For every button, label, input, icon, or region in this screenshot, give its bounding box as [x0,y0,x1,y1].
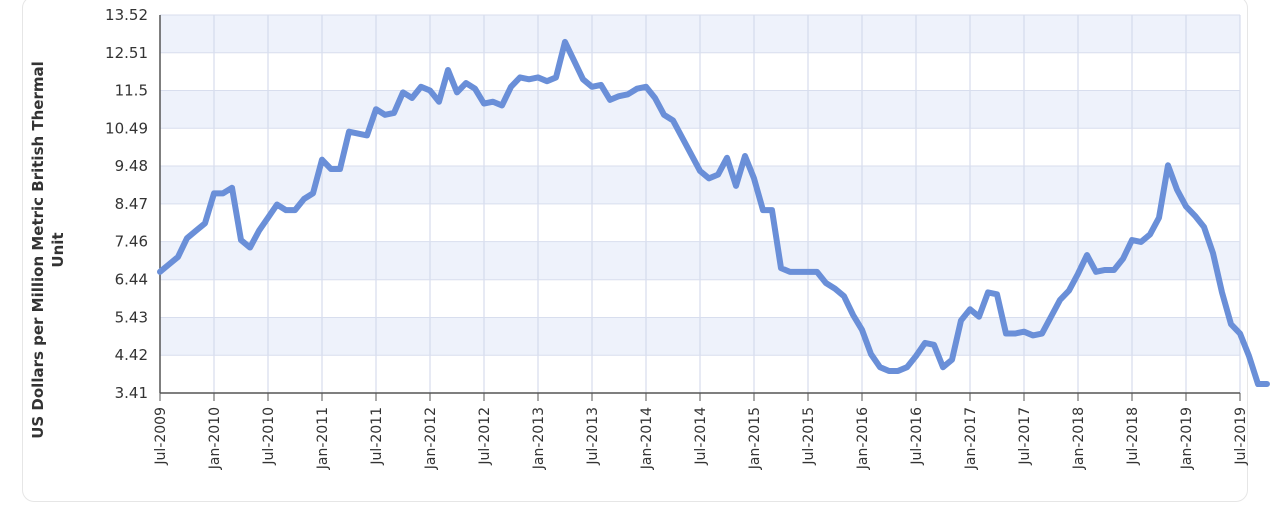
y-axis-label-line-2: Unit [49,232,67,267]
x-tick-label: Jul-2014 [693,407,709,466]
x-tick-label: Jul-2019 [1233,407,1249,466]
x-tick-label: Jan-2013 [531,407,547,470]
y-tick-label: 8.47 [115,195,148,213]
series-line [157,38,1270,388]
x-tick-label: Jan-2012 [423,407,439,470]
x-tick-label: Jan-2014 [639,407,655,470]
y-tick-label: 11.5 [115,82,148,100]
x-tick-label: Jul-2013 [585,407,601,466]
x-tick-label: Jul-2011 [369,407,385,466]
x-tick-label: Jul-2010 [261,407,277,466]
x-tick-label: Jan-2017 [963,407,979,470]
y-tick-label: 9.48 [115,157,148,175]
y-tick-label: 5.43 [115,308,148,326]
y-tick-label: 13.52 [105,6,148,24]
x-tick-label: Jan-2015 [747,407,763,470]
x-tick-label: Jan-2011 [315,407,331,470]
x-tick-label: Jul-2012 [477,407,493,466]
x-tick-label: Jul-2015 [801,407,817,466]
x-axis: Jul-2009 Jan-2010 Jul-2010 Jan-2011 Jul-2011… [153,393,1249,470]
y-tick-label: 10.49 [105,119,148,137]
x-tick-label: Jan-2016 [855,407,871,470]
y-tick-label: 6.44 [115,271,148,289]
x-tick-label: Jul-2018 [1125,407,1141,466]
y-tick-label: 7.46 [115,233,148,251]
y-tick-label: 3.41 [115,384,148,402]
x-tick-label: Jan-2019 [1179,407,1195,470]
x-tick-label: Jul-2009 [153,407,169,466]
y-axis-label-line-1: US Dollars per Million Metric British Th… [29,61,47,439]
series-group [157,38,1270,388]
x-tick-label: Jan-2018 [1071,407,1087,470]
x-tick-label: Jul-2017 [1017,407,1033,466]
y-axis: 13.52 12.51 11.5 10.49 9.48 8.47 7.46 6.44 5.43 4… [105,6,148,402]
y-tick-label: 4.42 [115,346,148,364]
x-tick-label: Jul-2016 [909,407,925,466]
y-tick-label: 12.51 [105,44,148,62]
x-tick-label: Jan-2010 [207,407,223,470]
